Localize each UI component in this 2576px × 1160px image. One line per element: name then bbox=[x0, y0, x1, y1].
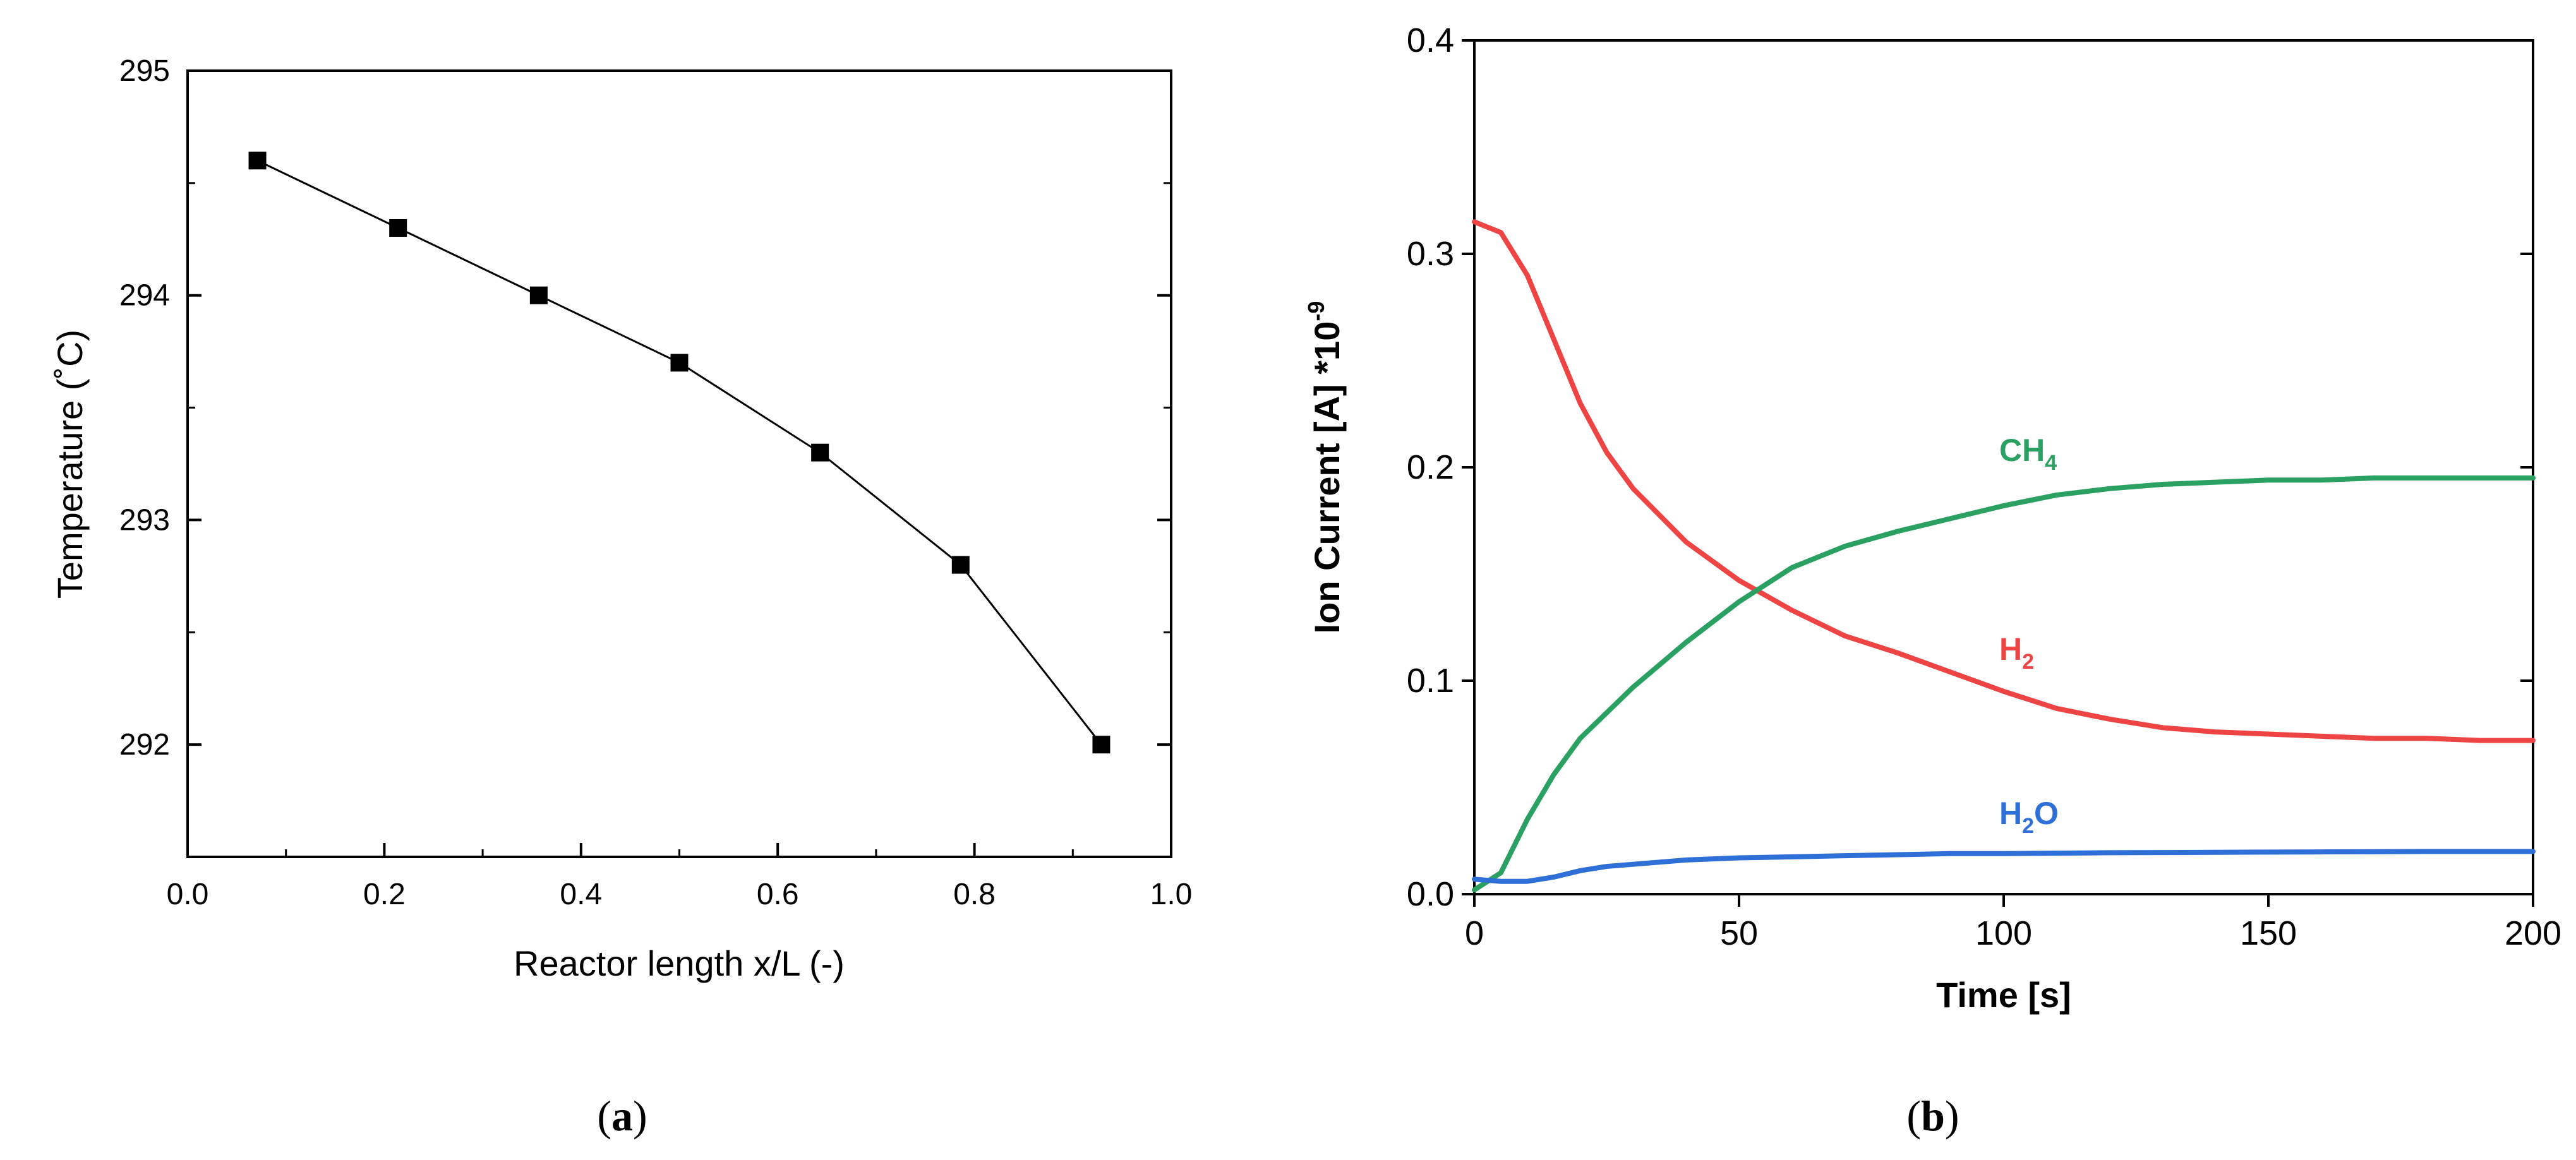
panel-a-data-point bbox=[951, 556, 970, 574]
panel-a-x-tick-label: 0.4 bbox=[560, 878, 602, 911]
panel-b-x-axis-title: Time [s] bbox=[1936, 975, 2071, 1015]
panel-a-data-point bbox=[529, 286, 548, 304]
panel-b-label: (b) bbox=[1906, 1092, 1959, 1140]
panel-a-y-tick-label: 292 bbox=[119, 728, 170, 762]
panel-b-y-axis-title-exp: -9 bbox=[1303, 301, 1329, 321]
panel-a-x-tick-label: 0.6 bbox=[757, 878, 799, 911]
panel-b-series-line-h2o bbox=[1472, 849, 2536, 884]
panel-b-y-tick-label: 0.0 bbox=[1407, 875, 1454, 913]
panel-a-plot-frame bbox=[186, 69, 1172, 858]
panel-a-ticks: 0.0 0.2 0.4 0.6 0.8 1.0 292 293 294 295 bbox=[119, 54, 1192, 911]
panel-a-y-tick-label: 293 bbox=[119, 503, 170, 537]
h2o-label-sub: 2 bbox=[2022, 814, 2034, 838]
panel-b-y-tick-label: 0.3 bbox=[1407, 235, 1454, 273]
panel-b-ticks: 0 50 100 150 200 0.0 0.1 0.2 0.3 0.4 bbox=[1407, 21, 2561, 952]
panel-b-x-tick-label: 0 bbox=[1465, 914, 1484, 952]
panel-a-data-point bbox=[1092, 736, 1110, 754]
panel-b-series-label-h2: H2 bbox=[1999, 631, 2034, 674]
panel-b-x-tick-label: 150 bbox=[2240, 914, 2297, 952]
panel-b-chart: 0 50 100 150 200 0.0 0.1 0.2 0.3 0.4 Ion Current … bbox=[1303, 21, 2561, 1140]
h2o-label-tail: O bbox=[2034, 796, 2059, 831]
panel-a-y-tick-label: 295 bbox=[119, 54, 170, 88]
panel-b-y-axis-title-main: Ion Current [A] *10 bbox=[1307, 321, 1347, 634]
panel-a-series-line bbox=[256, 159, 1102, 746]
h2-label-sub: 2 bbox=[2022, 650, 2034, 674]
panel-b-y-tick-label: 0.4 bbox=[1407, 21, 1454, 59]
h2o-label-main: H bbox=[1999, 796, 2022, 831]
panel-a-letter: a bbox=[611, 1092, 633, 1140]
panel-a-label: (a) bbox=[597, 1092, 647, 1140]
panel-b-y-axis-title: Ion Current [A] *10-9 bbox=[1303, 301, 1347, 634]
panel-b-series-line-ch4 bbox=[1472, 475, 2536, 893]
panel-b-letter: b bbox=[1921, 1092, 1945, 1140]
ch4-label-sub: 4 bbox=[2045, 451, 2057, 475]
panel-a-x-tick-label: 0.2 bbox=[363, 878, 406, 911]
panel-a-x-tick-label: 0.8 bbox=[953, 878, 996, 911]
panel-a-data-point bbox=[670, 354, 689, 372]
panel-a-data-point bbox=[811, 443, 829, 462]
panel-b-series bbox=[1472, 219, 2536, 893]
panel-a-data-point bbox=[248, 152, 267, 170]
panel-a-x-tick-label: 0.0 bbox=[167, 878, 209, 911]
h2-label-main: H bbox=[1999, 631, 2022, 667]
panel-b-series-line-h2 bbox=[1472, 219, 2536, 743]
panel-b-x-tick-label: 50 bbox=[1720, 914, 1758, 952]
panel-b-x-tick-label: 100 bbox=[1975, 914, 2032, 952]
ch4-label-main: CH bbox=[1999, 433, 2045, 468]
panel-a-y-axis-title: Temperature (˚C) bbox=[50, 330, 90, 599]
panel-b-y-tick-label: 0.1 bbox=[1407, 662, 1454, 700]
panel-a-x-axis-title: Reactor length x/L (-) bbox=[514, 943, 845, 983]
panel-a-x-tick-label: 1.0 bbox=[1150, 878, 1193, 911]
panel-b-series-label-ch4: CH4 bbox=[1999, 433, 2057, 475]
panel-b-x-tick-label: 200 bbox=[2505, 914, 2561, 952]
panel-a-series bbox=[248, 152, 1110, 754]
panel-a-chart: 0.0 0.2 0.4 0.6 0.8 1.0 292 293 294 295 Temperatu… bbox=[50, 54, 1192, 1140]
panel-b-y-tick-label: 0.2 bbox=[1407, 448, 1454, 486]
panel-b-series-label-h2o: H2O bbox=[1999, 796, 2059, 838]
panel-a-y-tick-label: 294 bbox=[119, 279, 170, 313]
panel-a-data-point bbox=[389, 219, 407, 237]
